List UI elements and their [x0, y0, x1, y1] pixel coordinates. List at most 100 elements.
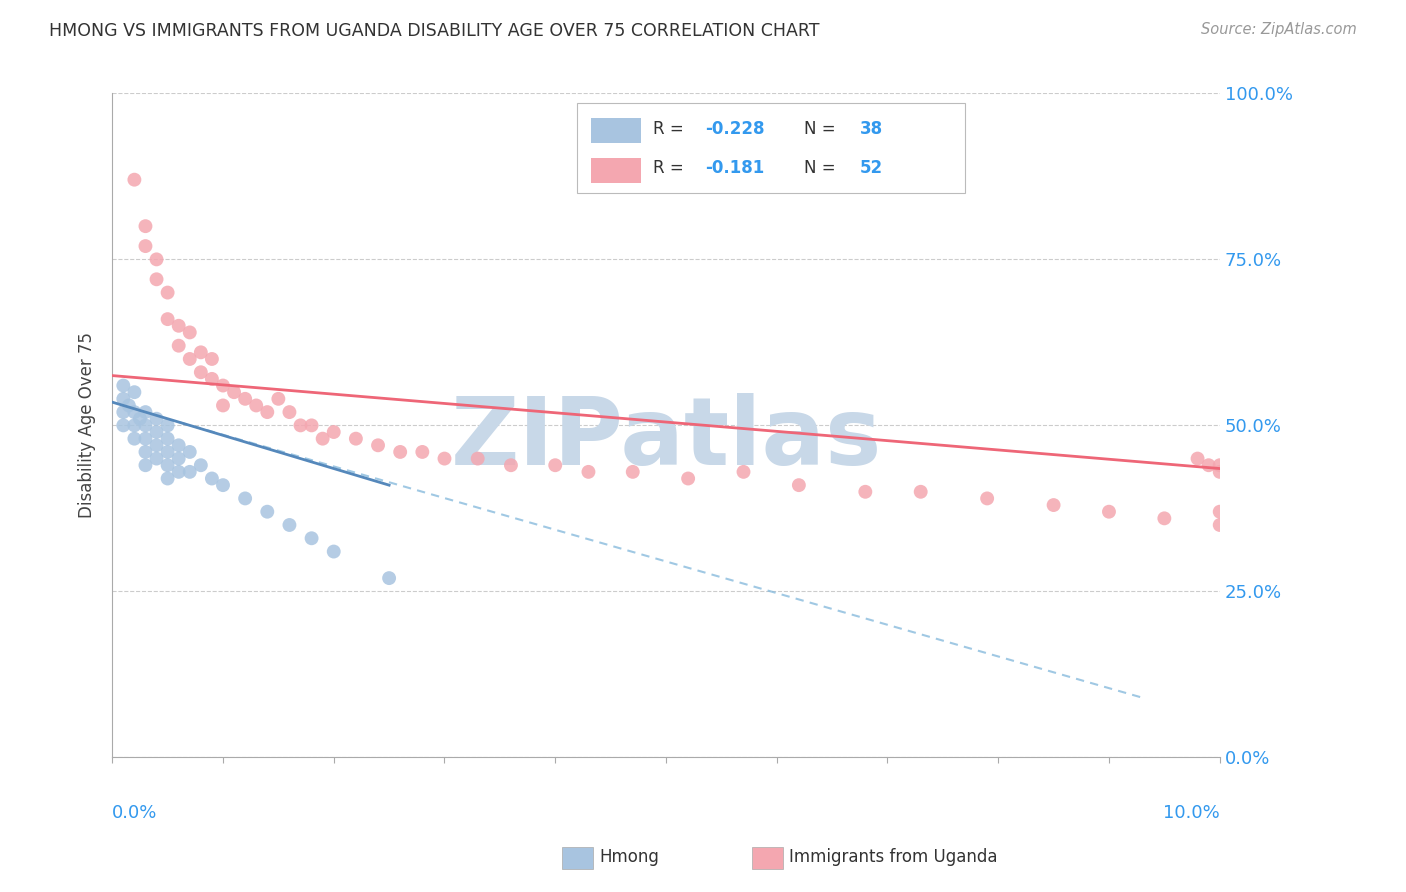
Point — [201, 471, 224, 485]
Point — [134, 445, 156, 459]
Point — [156, 418, 179, 433]
Point — [1209, 458, 1232, 473]
Point — [145, 272, 167, 286]
Point — [1209, 505, 1232, 519]
Bar — [591, 158, 641, 183]
Point — [290, 418, 312, 433]
Text: ZIPatlas: ZIPatlas — [450, 392, 882, 484]
Point — [124, 385, 146, 400]
Point — [167, 451, 190, 466]
Point — [118, 399, 141, 413]
Point — [156, 471, 179, 485]
Point — [212, 399, 235, 413]
Point — [467, 451, 489, 466]
Point — [389, 445, 412, 459]
Point — [179, 465, 201, 479]
Point — [124, 172, 146, 186]
Y-axis label: Disability Age Over 75: Disability Age Over 75 — [79, 333, 96, 518]
Point — [787, 478, 810, 492]
Point — [145, 438, 167, 452]
Text: HMONG VS IMMIGRANTS FROM UGANDA DISABILITY AGE OVER 75 CORRELATION CHART: HMONG VS IMMIGRANTS FROM UGANDA DISABILI… — [49, 22, 820, 40]
Point — [976, 491, 998, 506]
Point — [222, 385, 245, 400]
Point — [1153, 511, 1175, 525]
Point — [256, 505, 278, 519]
Point — [544, 458, 567, 473]
Text: N =: N = — [804, 160, 841, 178]
Text: -0.181: -0.181 — [704, 160, 763, 178]
Point — [278, 405, 301, 419]
Point — [156, 445, 179, 459]
Text: N =: N = — [804, 120, 841, 137]
Point — [1209, 518, 1232, 533]
Point — [124, 432, 146, 446]
Point — [145, 252, 167, 267]
Point — [156, 312, 179, 326]
FancyBboxPatch shape — [578, 103, 965, 193]
Point — [156, 432, 179, 446]
Point — [233, 491, 256, 506]
Point — [267, 392, 290, 406]
Point — [910, 484, 932, 499]
Point — [112, 405, 135, 419]
Point — [134, 239, 156, 253]
Point — [145, 451, 167, 466]
Point — [145, 425, 167, 439]
Point — [433, 451, 456, 466]
Point — [156, 285, 179, 300]
Point — [179, 445, 201, 459]
Text: R =: R = — [652, 160, 695, 178]
Point — [167, 438, 190, 452]
Text: 52: 52 — [860, 160, 883, 178]
Point — [167, 465, 190, 479]
Point — [190, 345, 212, 359]
Point — [621, 465, 644, 479]
Point — [378, 571, 401, 585]
Point — [124, 405, 146, 419]
Point — [112, 392, 135, 406]
Point — [733, 465, 755, 479]
Point — [112, 418, 135, 433]
Point — [134, 219, 156, 234]
Point — [179, 326, 201, 340]
Point — [499, 458, 522, 473]
Point — [190, 365, 212, 379]
Point — [124, 418, 146, 433]
Point — [212, 378, 235, 392]
Point — [156, 458, 179, 473]
Bar — [591, 118, 641, 143]
Point — [322, 425, 344, 439]
Text: Immigrants from Uganda: Immigrants from Uganda — [789, 848, 997, 866]
Point — [578, 465, 600, 479]
Point — [278, 518, 301, 533]
Text: -0.228: -0.228 — [704, 120, 765, 137]
Point — [201, 372, 224, 386]
Text: 10.0%: 10.0% — [1163, 804, 1220, 822]
Point — [167, 318, 190, 333]
Text: Hmong: Hmong — [599, 848, 659, 866]
Point — [301, 531, 323, 545]
Point — [1187, 451, 1209, 466]
Point — [322, 544, 344, 558]
Point — [1042, 498, 1064, 512]
Point — [311, 432, 333, 446]
Point — [167, 339, 190, 353]
Point — [1098, 505, 1121, 519]
Point — [676, 471, 699, 485]
Text: R =: R = — [652, 120, 689, 137]
Point — [145, 411, 167, 425]
Point — [245, 399, 267, 413]
Text: 0.0%: 0.0% — [112, 804, 157, 822]
Point — [301, 418, 323, 433]
Point — [134, 432, 156, 446]
Point — [134, 405, 156, 419]
Point — [134, 418, 156, 433]
Point — [190, 458, 212, 473]
Point — [1209, 465, 1232, 479]
Point — [367, 438, 389, 452]
Point — [344, 432, 367, 446]
Point — [853, 484, 876, 499]
Point — [201, 351, 224, 366]
Point — [411, 445, 433, 459]
Point — [134, 458, 156, 473]
